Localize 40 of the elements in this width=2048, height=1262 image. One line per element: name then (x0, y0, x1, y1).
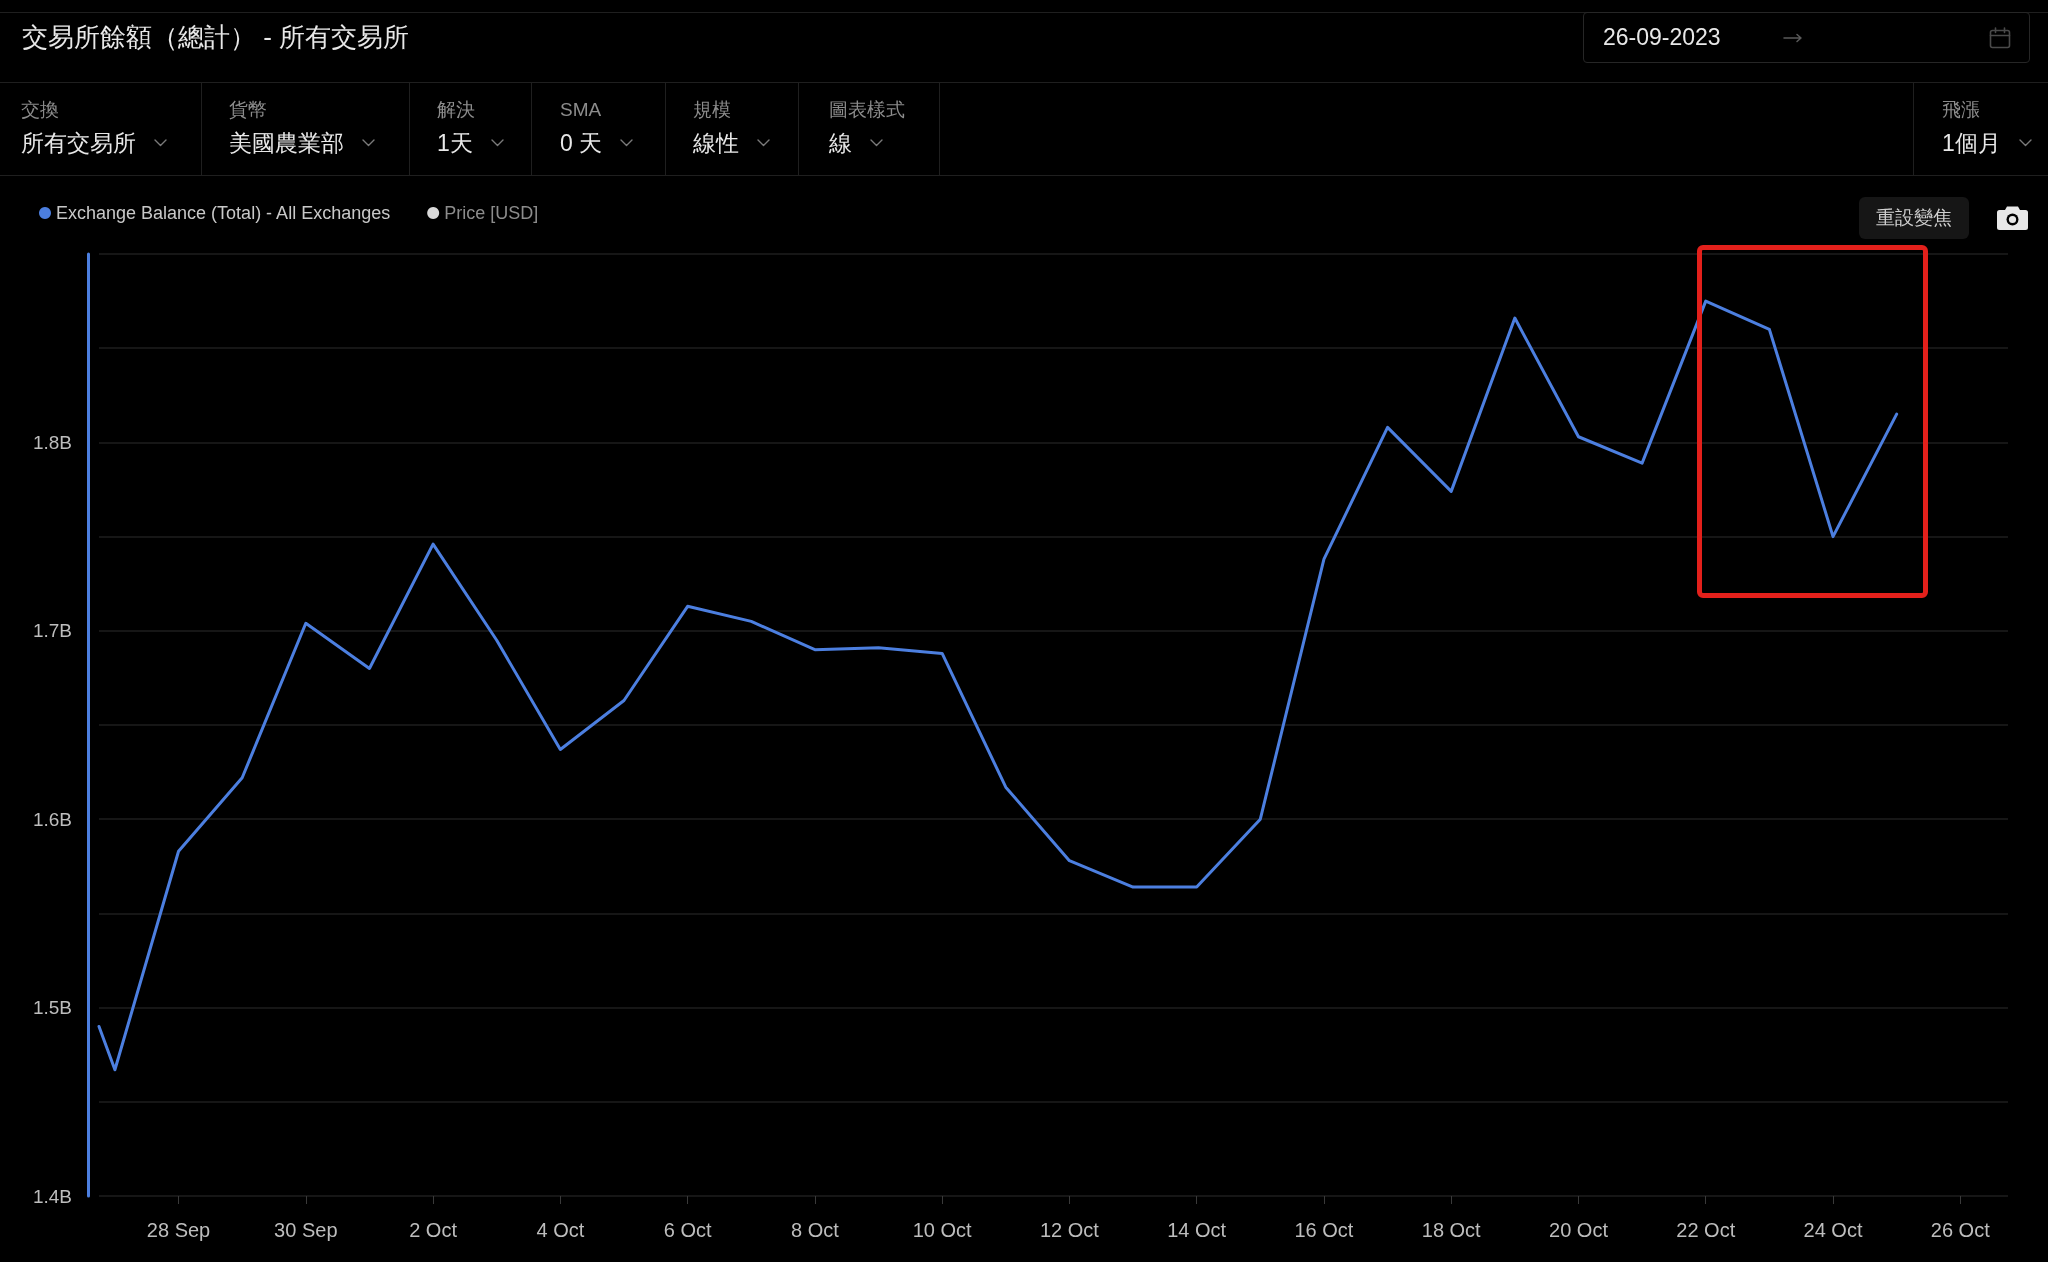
x-tick-label: 28 Sep (146, 1219, 211, 1241)
x-tick-label: 20 Oct (1549, 1219, 1609, 1241)
button: 重設變焦 (1859, 197, 1969, 239)
text: 圖表樣式 (829, 98, 905, 122)
x-tick-label: 16 Oct (1294, 1219, 1354, 1241)
legend-label: Price [USD] (444, 203, 539, 223)
y-tick-label: 1.6B (32, 808, 72, 830)
chart-title: 交易所餘額（總計） - 所有交易所 (22, 21, 410, 54)
x-tick-label: 8 Oct (790, 1219, 840, 1241)
text: 1個月 (1942, 129, 2001, 158)
x-tick-label: 30 Sep (274, 1219, 338, 1241)
text: 1天 (437, 129, 473, 158)
text: 美國農業部 (229, 129, 344, 158)
x-tick-label: 22 Oct (1676, 1219, 1736, 1241)
text: 0 天 (560, 129, 603, 158)
x-tick-label: 18 Oct (1421, 1219, 1482, 1241)
y-tick-label: 1.8B (32, 431, 72, 453)
text: 所有交易所 (21, 129, 136, 158)
text: 解決 (437, 98, 476, 122)
text: 飛漲 (1942, 98, 1981, 122)
x-tick-label: 2 Oct (409, 1219, 458, 1241)
x-tick-label: 24 Oct (1803, 1219, 1863, 1241)
legend-label: Exchange Balance (Total) - All Exchanges (56, 203, 391, 223)
text: 線性 (693, 129, 739, 158)
x-tick-label: 10 Oct (912, 1219, 973, 1241)
text: 規模 (693, 98, 732, 122)
text: SMA (560, 98, 603, 122)
y-tick-label: 1.5B (32, 997, 72, 1019)
text: 線 (829, 129, 852, 158)
text: 貨幣 (229, 98, 268, 122)
x-tick-label: 14 Oct (1167, 1219, 1227, 1241)
date-range-field: 26-09-2023 (1583, 12, 2030, 63)
y-tick-label: 1.7B (32, 620, 72, 642)
line-series (97, 299, 1899, 1072)
x-tick-label: 6 Oct (663, 1219, 712, 1241)
x-tick-label: 26 Oct (1930, 1219, 1991, 1241)
x-tick-label: 12 Oct (1039, 1219, 1100, 1241)
y-tick-label: 1.4B (32, 1185, 72, 1207)
x-tick-label: 4 Oct (536, 1219, 585, 1241)
text: 交換 (21, 98, 60, 122)
